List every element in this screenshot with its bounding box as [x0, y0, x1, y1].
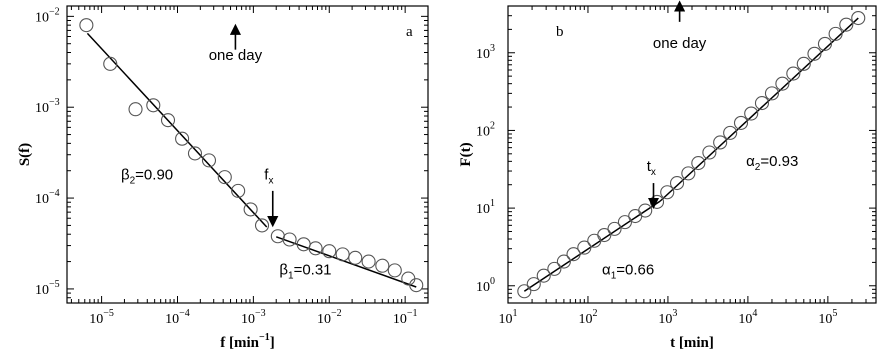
y-tick-label: 10−5 [35, 279, 60, 298]
data-point [187, 146, 203, 161]
data-point [669, 176, 685, 191]
one-day-label: one day [653, 35, 707, 52]
x-axis-label: f [min−1] [220, 332, 274, 351]
data-point [160, 113, 176, 128]
data-point [713, 135, 728, 150]
fit-line-1 [523, 200, 661, 292]
data-point [638, 203, 653, 218]
data-point [607, 221, 622, 236]
x-axis-label: t [min] [670, 335, 714, 351]
data-point [628, 209, 643, 224]
panel-label: b [556, 24, 564, 40]
x-tick-label: 101 [499, 308, 518, 327]
data-point [243, 202, 258, 217]
panel-label: a [406, 24, 413, 40]
data-point [409, 278, 424, 293]
x-tick-label: 10−5 [89, 308, 114, 327]
data-point [775, 76, 790, 91]
data-point [851, 10, 866, 26]
data-point [764, 86, 780, 101]
alpha2-annotation: α2=0.93 [746, 153, 798, 173]
data-point [744, 106, 759, 121]
data-point [536, 268, 551, 283]
fit-line-1 [86, 32, 268, 228]
data-point [387, 263, 402, 278]
data-point [361, 254, 376, 269]
data-point [702, 145, 717, 160]
y-tick-label: 102 [476, 120, 495, 139]
data-point [691, 156, 706, 171]
data-point [270, 229, 285, 244]
data-point [733, 115, 749, 130]
data-point [201, 153, 217, 168]
data-point [146, 98, 161, 113]
y-tick-label: 10−4 [35, 188, 60, 207]
data-point [322, 244, 337, 259]
beta2-annotation: β2=0.90 [121, 167, 173, 187]
beta1-annotation: β1=0.31 [279, 261, 331, 281]
data-point [79, 18, 94, 33]
data-point [526, 277, 541, 292]
y-tick-label: 103 [476, 43, 495, 62]
x-tick-label: 103 [658, 308, 677, 327]
y-tick-label: 10−3 [35, 97, 60, 116]
data-point [308, 241, 323, 256]
y-tick-label: 10−2 [35, 6, 60, 25]
data-point [617, 215, 632, 230]
fit-line-2 [659, 17, 859, 202]
fx-annotation: fx [264, 167, 273, 187]
data-point [566, 247, 581, 262]
data-point [556, 254, 571, 269]
data-point [348, 250, 363, 265]
panel-a: 10−5 10−4 10−3 10−2 10−1 10−5 10−4 10−3 10−2 f [m… [17, 5, 429, 351]
x-tick-label: 104 [738, 308, 757, 327]
y-tick-label: 100 [476, 276, 495, 295]
data-point [681, 166, 696, 181]
data-point [649, 194, 665, 210]
x-tick-label: 10−4 [165, 308, 190, 327]
data-point [828, 26, 843, 41]
data-point [807, 46, 822, 61]
data-point [175, 131, 190, 146]
y-axis-label: F(t) [458, 142, 474, 166]
alpha1-annotation: α1=0.66 [602, 261, 654, 281]
data-point [754, 96, 770, 111]
y-tick-label: 101 [476, 198, 495, 217]
x-tick-label: 105 [818, 308, 837, 327]
data-point [217, 170, 232, 185]
data-point [335, 247, 350, 262]
data-point [547, 261, 562, 276]
data-point [103, 56, 118, 71]
data-point [796, 56, 811, 71]
data-point [282, 232, 297, 247]
y-axis-label: S(f) [17, 143, 33, 166]
x-tick-label: 10−3 [241, 308, 266, 327]
data-point [517, 284, 532, 299]
data-point [401, 271, 416, 286]
data-point [231, 183, 246, 198]
data-point [375, 258, 390, 273]
data-point [786, 66, 801, 81]
data-point [597, 227, 612, 243]
data-point [128, 102, 143, 117]
data-point [660, 185, 675, 200]
data-point [577, 240, 592, 255]
x-tick-label: 10−1 [393, 308, 418, 327]
x-tick-label: 102 [578, 308, 597, 327]
data-point [817, 36, 833, 51]
fit-line-2 [275, 236, 417, 288]
one-day-label: one day [209, 47, 263, 64]
tx-annotation: tx [647, 158, 656, 178]
data-point [839, 17, 854, 32]
x-tick-label: 10−2 [317, 308, 342, 327]
data-point [723, 125, 738, 140]
